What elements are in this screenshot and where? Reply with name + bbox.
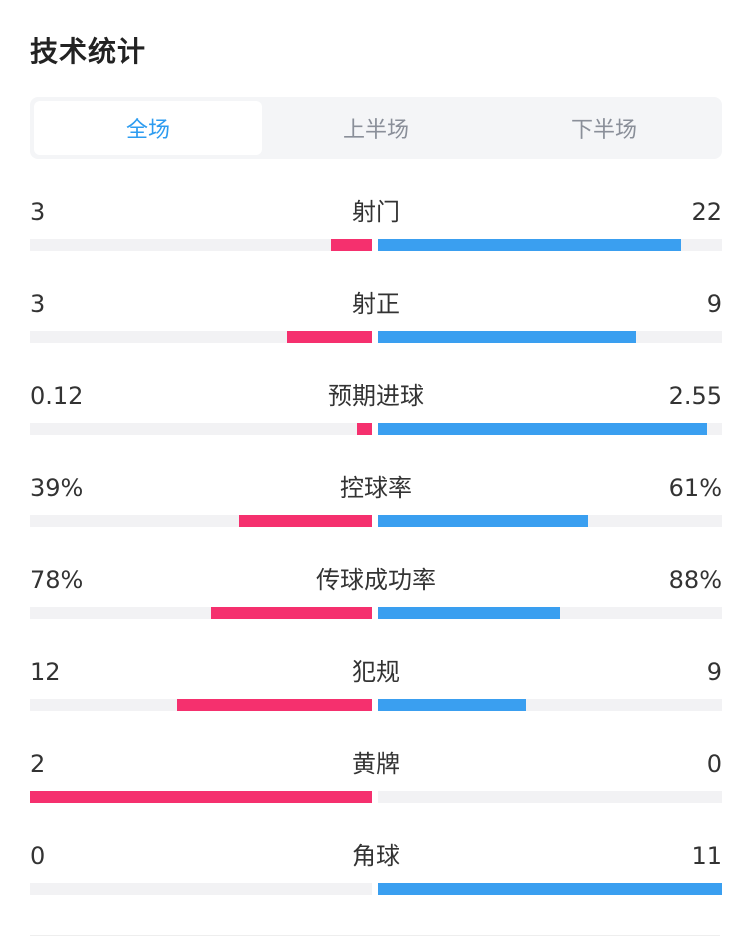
home-bar-track <box>30 515 372 527</box>
divider <box>30 935 720 936</box>
home-value: 3 <box>30 198 46 226</box>
home-bar-track <box>30 331 372 343</box>
away-bar-track <box>378 515 722 527</box>
home-value: 0 <box>30 842 46 870</box>
away-bar <box>378 423 707 435</box>
away-bar <box>378 331 636 343</box>
away-bar-track <box>378 607 722 619</box>
away-value: 61% <box>668 474 722 502</box>
tab-first-half[interactable]: 上半场 <box>342 118 409 143</box>
away-bar-track <box>378 239 722 251</box>
home-bar-track <box>30 423 372 435</box>
stat-row-possession: 39% 控球率 61% <box>30 462 722 554</box>
stats-list: 3 射门 22 3 射正 9 0.12 预期进球 2.55 39% 控球率 61… <box>30 186 722 922</box>
away-bar <box>378 607 561 619</box>
home-bar-track <box>30 699 372 711</box>
stat-label: 射门 <box>352 198 400 226</box>
home-bar <box>238 515 372 527</box>
home-value: 2 <box>30 750 46 778</box>
stat-row-fouls: 12 犯规 9 <box>30 646 722 738</box>
stat-label: 射正 <box>352 290 400 318</box>
home-bar <box>286 331 372 343</box>
stat-row-corners: 0 角球 11 <box>30 830 722 922</box>
away-bar-track <box>378 883 722 895</box>
stat-row-yellow-cards: 2 黄牌 0 <box>30 738 722 830</box>
away-bar-track <box>378 423 722 435</box>
stat-label: 控球率 <box>340 474 412 502</box>
home-value: 0.12 <box>30 382 84 410</box>
away-bar <box>378 883 722 895</box>
away-value: 0 <box>706 750 722 778</box>
stat-label: 角球 <box>352 842 400 870</box>
away-bar-track <box>378 331 722 343</box>
away-value: 9 <box>706 658 722 686</box>
away-value: 9 <box>706 290 722 318</box>
home-bar-track <box>30 607 372 619</box>
stat-label: 黄牌 <box>352 750 400 778</box>
away-value: 2.55 <box>668 382 722 410</box>
away-value: 11 <box>691 842 722 870</box>
home-bar-track <box>30 791 372 803</box>
home-bar-track <box>30 239 372 251</box>
tab-full-match[interactable]: 全场 <box>34 101 262 155</box>
away-value: 88% <box>668 566 722 594</box>
stat-label: 传球成功率 <box>316 566 436 594</box>
page-title: 技术统计 <box>30 35 147 68</box>
stat-label: 预期进球 <box>328 382 424 410</box>
away-bar-track <box>378 699 722 711</box>
away-bar-track <box>378 791 722 803</box>
period-tabs: 全场 上半场 下半场 <box>30 97 722 159</box>
away-value: 22 <box>691 198 722 226</box>
stat-row-shots-on-target: 3 射正 9 <box>30 278 722 370</box>
stat-row-pass-accuracy: 78% 传球成功率 88% <box>30 554 722 646</box>
tab-second-half[interactable]: 下半场 <box>570 118 637 143</box>
home-value: 3 <box>30 290 46 318</box>
home-value: 12 <box>30 658 61 686</box>
away-bar <box>378 699 526 711</box>
home-value: 78% <box>30 566 84 594</box>
home-bar-track <box>30 883 372 895</box>
home-bar <box>30 791 372 803</box>
home-bar <box>330 239 372 251</box>
stat-row-xg: 0.12 预期进球 2.55 <box>30 370 722 462</box>
stat-row-shots: 3 射门 22 <box>30 186 722 278</box>
home-bar <box>211 607 372 619</box>
away-bar <box>378 239 681 251</box>
away-bar <box>378 515 588 527</box>
home-value: 39% <box>30 474 84 502</box>
home-bar <box>356 423 372 435</box>
home-bar <box>177 699 372 711</box>
stat-label: 犯规 <box>352 658 400 686</box>
